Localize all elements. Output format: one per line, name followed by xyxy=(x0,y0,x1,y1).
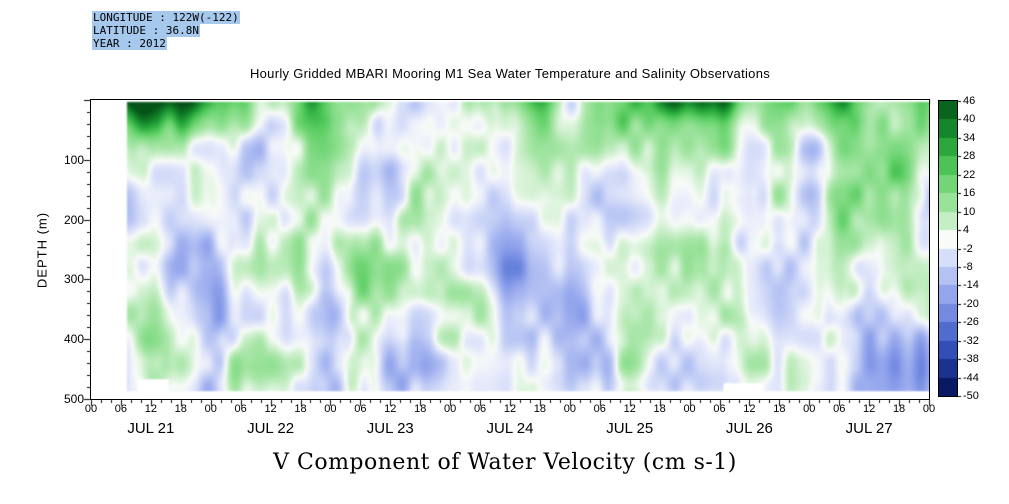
colorbar-tick-label: -26 xyxy=(963,316,979,329)
x-day-label: JUL 27 xyxy=(845,420,893,437)
x-hour-tick-label: 00 xyxy=(683,403,696,415)
y-tick-label: 100 xyxy=(63,152,84,167)
x-hour-tick-label: 00 xyxy=(204,403,217,415)
colorbar-tick-label: -38 xyxy=(963,353,979,366)
y-tick-label: 400 xyxy=(63,332,84,347)
x-hour-tick-label: 00 xyxy=(803,403,816,415)
x-hour-tick-label: 18 xyxy=(533,403,547,415)
colorbar-tick-label: 16 xyxy=(963,187,976,200)
x-hour-tick-label: 06 xyxy=(833,403,846,415)
x-hour-tick-label: 12 xyxy=(503,403,517,415)
y-tick-label: 200 xyxy=(63,212,84,227)
x-hour-tick-label: 18 xyxy=(892,403,906,415)
y-tick-label: 300 xyxy=(63,272,84,287)
colorbar xyxy=(938,100,958,397)
x-hour-tick-label: 00 xyxy=(444,403,457,415)
x-day-label: JUL 21 xyxy=(127,420,175,437)
x-hour-tick-label: 06 xyxy=(593,403,606,415)
x-hour-tick-label: 12 xyxy=(384,403,397,415)
x-day-label: JUL 25 xyxy=(606,420,654,437)
colorbar-tick-label: 34 xyxy=(963,131,976,144)
x-hour-tick-label: 06 xyxy=(473,403,487,415)
colorbar-tick-label: 40 xyxy=(963,113,976,126)
x-hour-tick-label: 06 xyxy=(354,403,367,415)
header-line: YEAR : 2012 xyxy=(92,37,240,50)
y-tick-label: 500 xyxy=(63,392,84,406)
header-line: LATITUDE : 36.8N xyxy=(92,24,240,37)
x-hour-tick-label: 12 xyxy=(623,403,636,415)
x-day-label: JUL 22 xyxy=(247,420,295,437)
colorbar-tick-label: -32 xyxy=(963,334,979,347)
colorbar-tick-label: 22 xyxy=(963,168,976,181)
header-year: YEAR : 2012 xyxy=(92,37,167,50)
colorbar-tick-label: -8 xyxy=(963,260,973,273)
x-hour-tick-label: 12 xyxy=(264,403,277,415)
x-hour-tick-label: 00 xyxy=(324,403,337,415)
bottom-axis-title: V Component of Water Velocity (cm s-1) xyxy=(273,450,737,475)
x-day-label: JUL 26 xyxy=(725,420,773,437)
x-hour-tick-label: 06 xyxy=(114,403,128,415)
header-metadata: LONGITUDE : 122W(-122) LATITUDE : 36.8N … xyxy=(92,11,240,50)
x-day-label: JUL 23 xyxy=(366,420,414,437)
x-hour-tick-label: 18 xyxy=(414,403,427,415)
colorbar-tick-label: 28 xyxy=(963,150,976,163)
header-latitude: LATITUDE : 36.8N xyxy=(92,24,200,37)
colorbar-tick-label: 10 xyxy=(963,205,976,218)
colorbar-tick-label: -14 xyxy=(963,279,979,292)
colorbar-canvas xyxy=(939,101,957,396)
heatmap-canvas xyxy=(91,100,929,399)
x-hour-tick-label: 18 xyxy=(773,403,786,415)
colorbar-tick-label: 46 xyxy=(963,95,976,107)
x-hour-tick-label: 18 xyxy=(294,403,307,415)
x-hour-tick-label: 00 xyxy=(84,403,98,415)
colorbar-tick-label: -2 xyxy=(963,242,973,255)
y-axis-title: DEPTH (m) xyxy=(34,211,50,289)
x-hour-tick-label: 12 xyxy=(863,403,876,415)
header-longitude: LONGITUDE : 122W(-122) xyxy=(92,11,240,24)
x-hour-tick-label: 18 xyxy=(174,403,187,415)
header-line: LONGITUDE : 122W(-122) xyxy=(92,11,240,24)
x-hour-tick-label: 12 xyxy=(743,403,756,415)
x-hour-tick-label: 00 xyxy=(922,403,936,415)
chart-title: Hourly Gridded MBARI Mooring M1 Sea Wate… xyxy=(249,66,771,81)
colorbar-tick-label: 4 xyxy=(963,224,970,237)
colorbar-tick-label: -20 xyxy=(963,297,979,310)
x-day-label: JUL 24 xyxy=(486,420,534,437)
colorbar-tick-label: -44 xyxy=(963,371,979,384)
x-hour-tick-label: 06 xyxy=(234,403,247,415)
colorbar-tick-label: -50 xyxy=(963,390,979,402)
x-hour-tick-label: 06 xyxy=(713,403,726,415)
x-hour-tick-label: 12 xyxy=(144,403,157,415)
x-hour-tick-label: 18 xyxy=(653,403,666,415)
x-hour-tick-label: 00 xyxy=(563,403,576,415)
plot-area xyxy=(90,99,930,400)
